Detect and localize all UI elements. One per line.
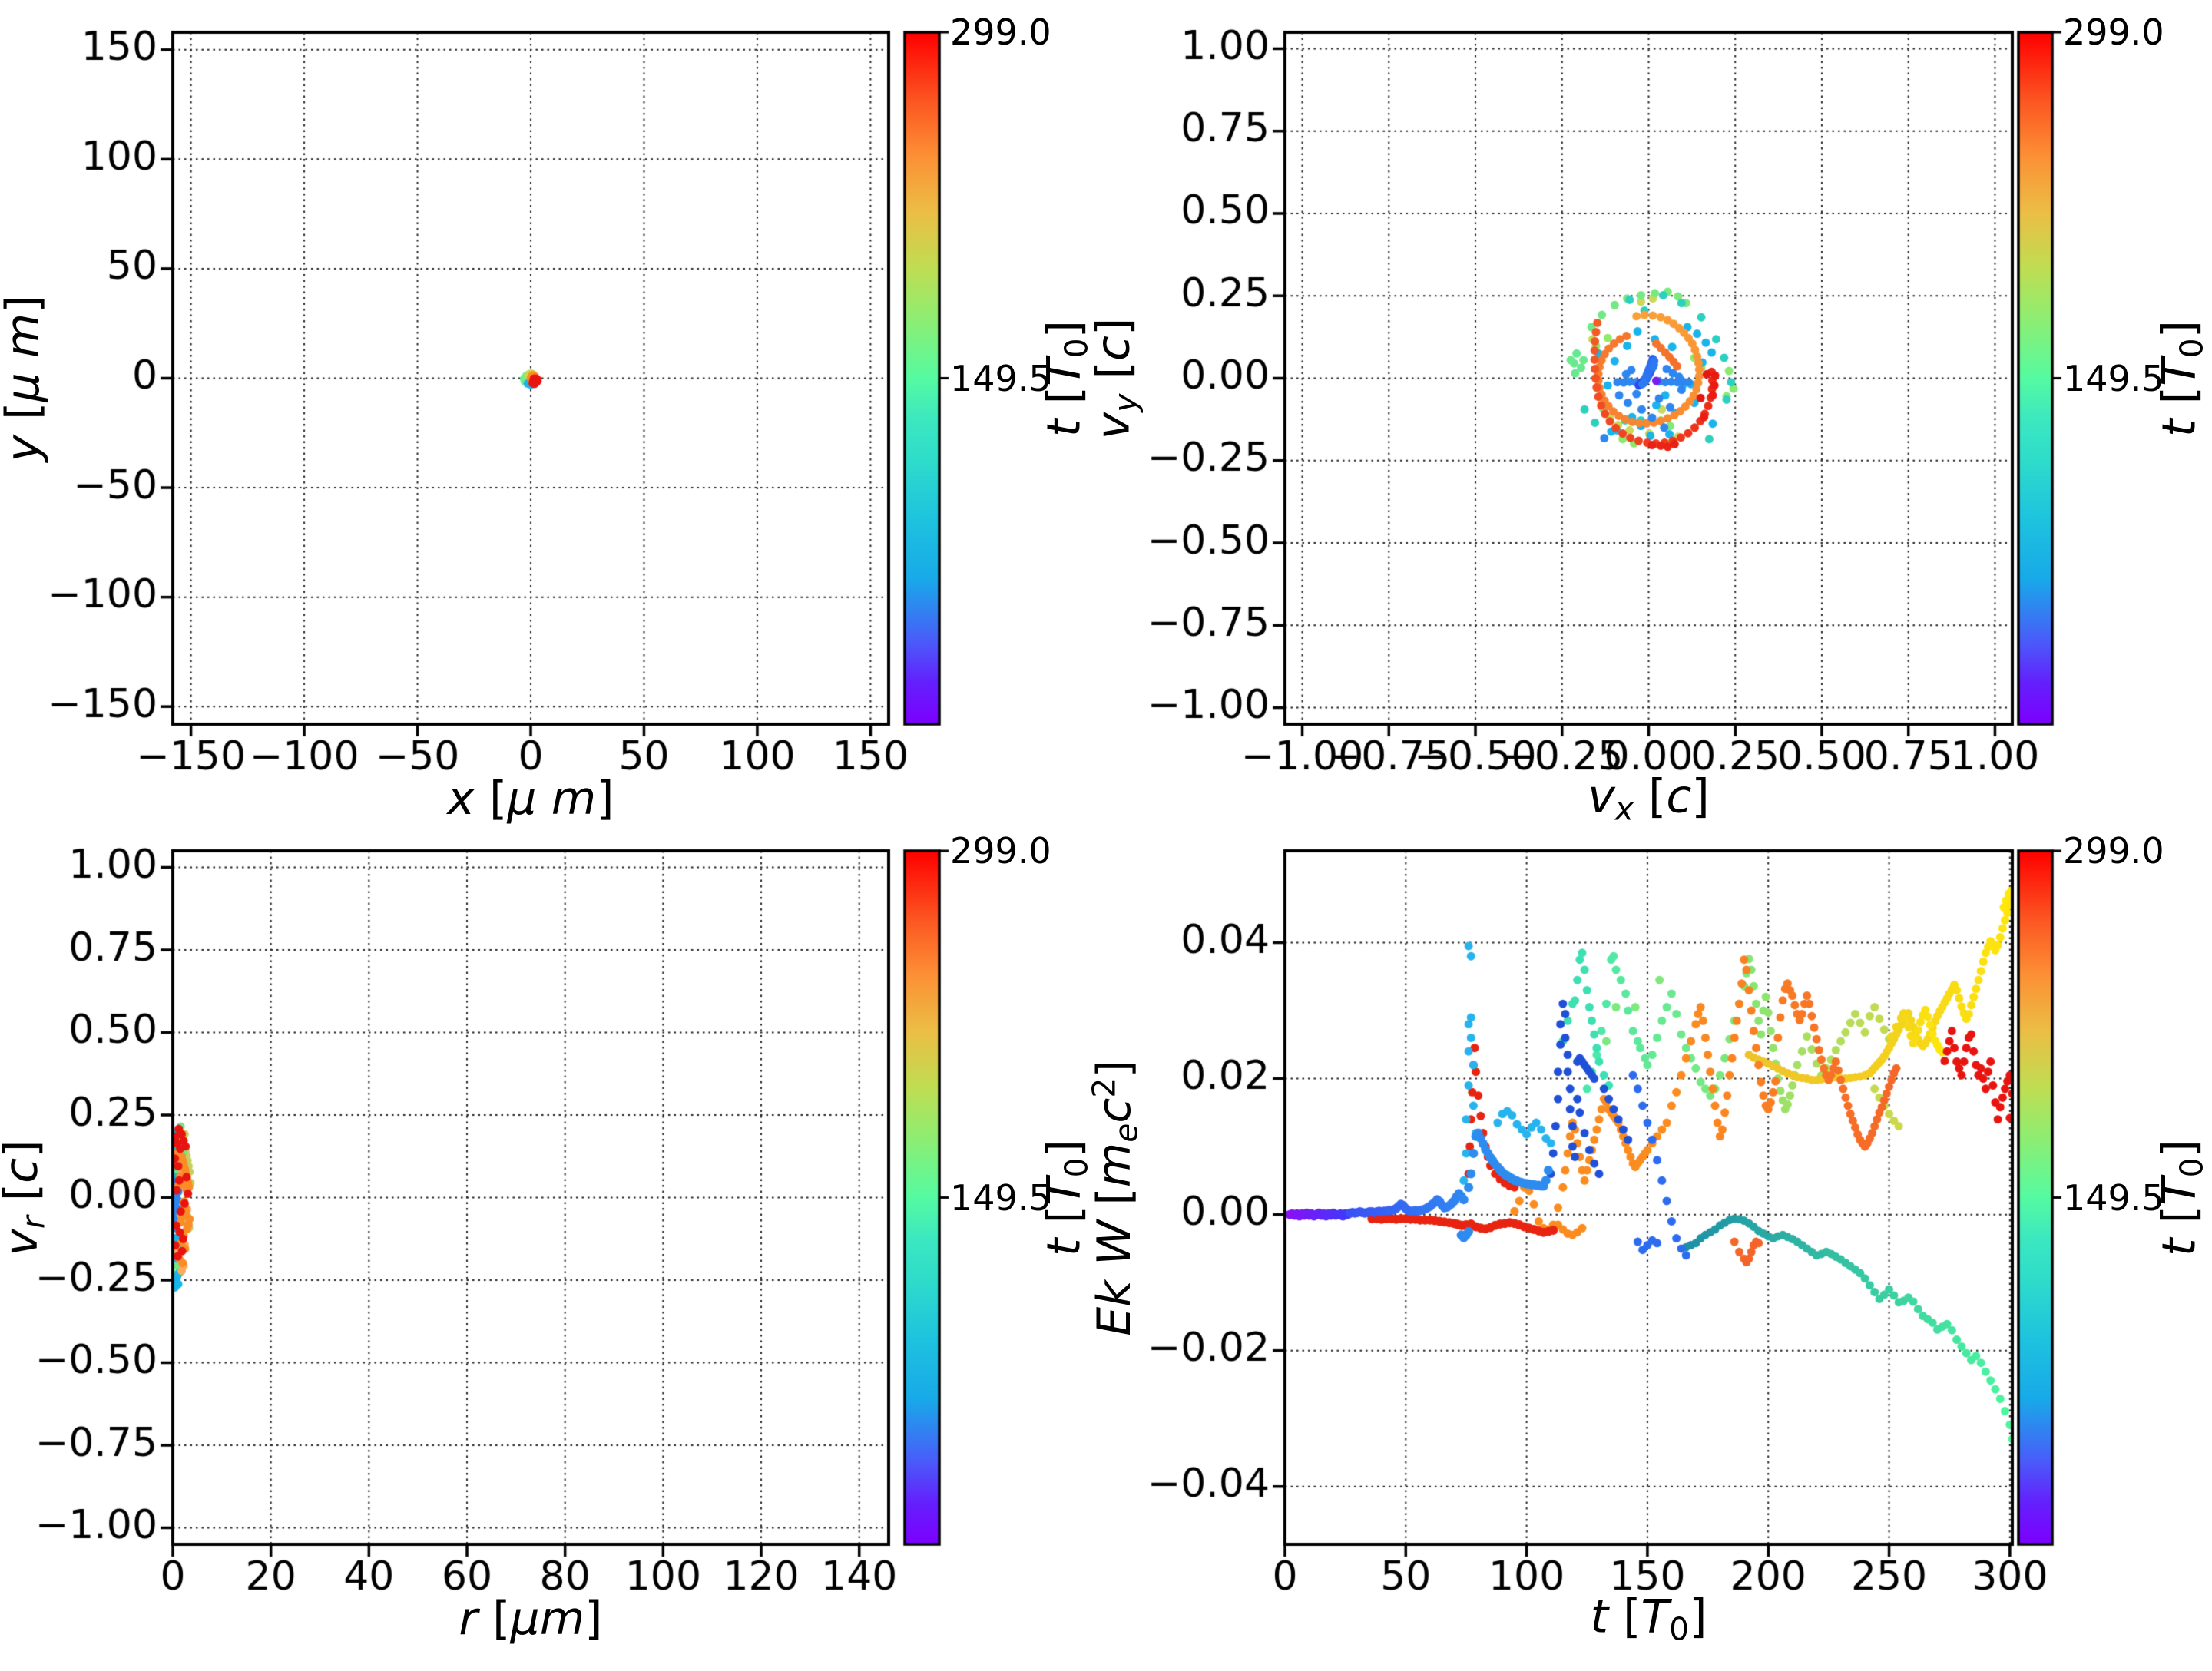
colorbar-tick-max: 299.0	[950, 830, 1051, 872]
colorbar-tick-mid: 149.5	[950, 1176, 1051, 1219]
ylabel-velocity-vx-vy: vy [c]	[1086, 317, 1144, 439]
xlabel-radial-r-vr: r [μm]	[459, 1592, 603, 1646]
colorbar-tick-mid: 149.5	[950, 357, 1051, 399]
colorbar-tick-mid: 149.5	[2063, 1176, 2164, 1219]
ylabel-energy-vs-time: Ek W [mec2]	[1085, 1059, 1145, 1336]
colorbar-tick-mid: 149.5	[2063, 357, 2164, 399]
colorbar-tick-max: 299.0	[2063, 12, 2164, 53]
ylabel-radial-r-vr: vr [c]	[0, 1140, 52, 1256]
colorbar-tick-max: 299.0	[950, 12, 1051, 53]
xlabel-velocity-vx-vy: vx [c]	[1588, 769, 1710, 828]
colorbar-tick-max: 299.0	[2063, 830, 2164, 872]
ylabel-position-xy: y [μ m]	[0, 294, 50, 462]
xlabel-energy-vs-time: t [T0]	[1590, 1590, 1707, 1648]
xlabel-position-xy: x [μ m]	[447, 772, 614, 826]
